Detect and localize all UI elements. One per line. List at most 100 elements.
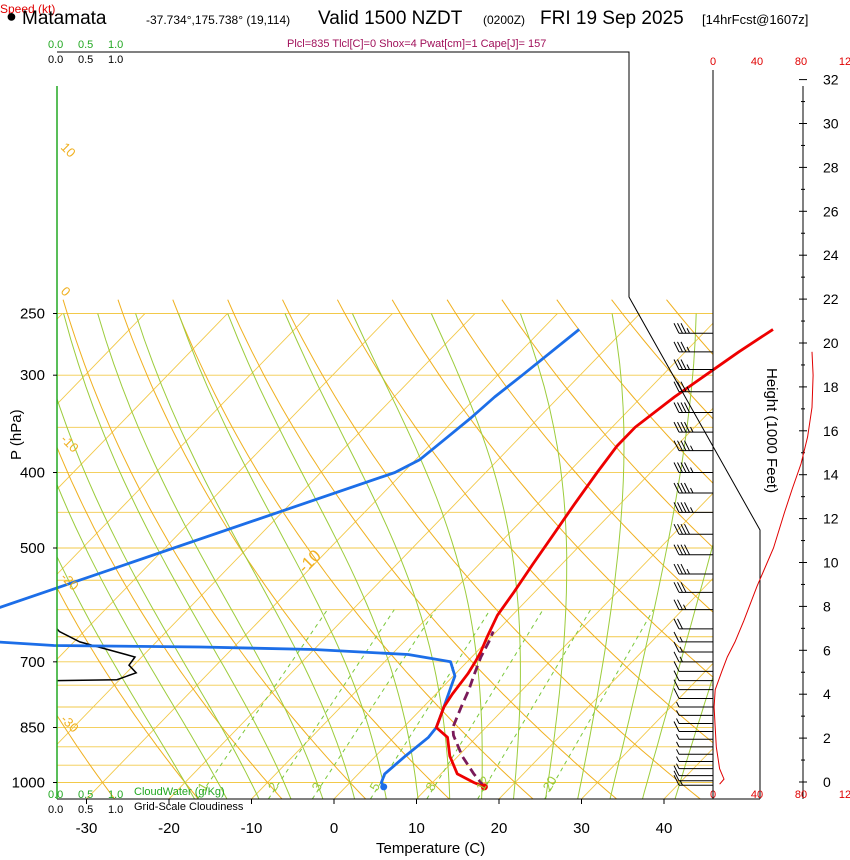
wind-barb-half (690, 426, 694, 433)
surface-temperature-marker (480, 783, 488, 791)
axes: -30 -20 -10 0 10 20 30 402503004005007008501000… (12, 39, 839, 837)
wind-barb-full (673, 631, 680, 643)
wind-barb-full (684, 421, 690, 433)
moist-adiabat-line (178, 313, 387, 799)
location-coordinates: -37.734°,175.738° (19,114) (146, 13, 291, 27)
wind-barb-full (677, 322, 683, 334)
isotherm-line (57, 313, 311, 575)
wind-barb-full (680, 402, 687, 413)
wind-speed-profile (713, 351, 814, 785)
wind-barb-half (676, 763, 680, 769)
height-tick-label: 22 (823, 291, 839, 307)
wind-barb-full (677, 482, 683, 494)
height-tick-label: 24 (823, 247, 839, 263)
x-tick-label: -20 (158, 820, 180, 837)
wind-barb-full (680, 544, 687, 555)
speed-tick-top: 0 (710, 56, 716, 68)
wind-barb-half (676, 710, 680, 716)
wind-barb-full (680, 582, 687, 593)
x-tick-label: -10 (241, 820, 263, 837)
speed-tick-top: 12 (839, 56, 850, 68)
wind-barb-full (673, 670, 680, 681)
surface-dewpoint-marker (380, 783, 388, 791)
location-title: Matamata (22, 8, 107, 29)
height-tick-label: 32 (823, 72, 839, 88)
isotherm-line (333, 407, 713, 799)
wind-barb-full (673, 544, 680, 555)
height-tick-label: 0 (823, 774, 831, 790)
wind-barb-full (673, 599, 680, 610)
cloudiness-tick-bottom: 0.0 (48, 804, 63, 816)
speed-tick-bottom: 12 (839, 789, 850, 801)
wind-barb-half (676, 718, 680, 724)
p-tick-label: 700 (20, 654, 45, 671)
wind-barb-full (673, 582, 680, 593)
mixing-ratio-label: 12 (473, 773, 493, 793)
moist-adiabat-line (227, 313, 419, 799)
dry-adiabat-label: -10 (294, 546, 325, 577)
wind-barb-full (680, 523, 687, 535)
mixing-ratio-label: 20 (540, 773, 560, 793)
x-axis-title: Temperature (C) (376, 840, 486, 857)
wind-barb-full (684, 523, 690, 535)
wind-barb-full (673, 774, 680, 786)
wind-barb-full (684, 482, 690, 494)
wind-barb-full (673, 482, 680, 494)
p-tick-label: 250 (20, 306, 45, 323)
wind-barb-full (680, 440, 687, 451)
moist-adiabat-line (57, 483, 228, 799)
isotherm-line (57, 313, 476, 746)
height-tick-label: 26 (823, 203, 839, 219)
p-tick-label: 400 (20, 465, 45, 482)
height-tick-label: 6 (823, 642, 831, 658)
moist-adiabat-line (519, 313, 568, 799)
dry-adiabat-line (666, 299, 713, 356)
mixing-ratio-line (544, 609, 654, 799)
x-tick-label: 20 (491, 820, 508, 837)
temperature-profile (434, 328, 774, 789)
wind-barb-full (673, 402, 680, 413)
height-tick-label: 18 (823, 379, 839, 395)
wind-barb-full (677, 462, 683, 473)
isotherm-line (57, 313, 393, 660)
wind-barb-full (673, 770, 680, 782)
wind-barb-half (676, 701, 680, 708)
isotherm-line (251, 322, 713, 799)
isotherm-line (57, 313, 146, 405)
wind-barb-full (677, 440, 683, 451)
wind-barb-half (679, 636, 683, 643)
wind-barb-half (686, 386, 690, 392)
speed-tick-top: 40 (751, 56, 763, 68)
wind-barb-full (673, 661, 680, 672)
wind-barb-full (673, 421, 680, 433)
cloudiness-profile (56, 628, 138, 682)
wind-barb-full (677, 544, 683, 555)
wind-barb-full (680, 322, 687, 334)
mixing-ratio-label: 8 (422, 780, 439, 794)
dry-adiabat-label: -20 (58, 570, 82, 594)
dry-adiabat-line (391, 299, 713, 678)
height-tick-label: 30 (823, 116, 839, 132)
wind-barb-full (680, 563, 687, 575)
wind-barb-half (686, 364, 690, 370)
p-tick-label: 850 (20, 720, 45, 737)
isotherm-line (168, 313, 641, 799)
wind-barb-half (676, 741, 680, 748)
wind-barb-full (677, 618, 683, 630)
cloudiness-legend: Grid-Scale Cloudiness (134, 801, 244, 813)
cloud-water-tick-bottom: 1.0 (108, 789, 123, 801)
wind-barb-full (677, 563, 683, 575)
dry-adiabat-line (501, 299, 713, 549)
height-tick-label: 2 (823, 730, 831, 746)
dry-adiabat-line (227, 299, 617, 799)
moist-adiabat-line (351, 313, 483, 799)
wind-barb-half (676, 756, 680, 762)
speed-tick-bottom: 80 (795, 789, 807, 801)
moist-adiabat-line (430, 313, 521, 799)
wind-barb-half (690, 445, 694, 451)
dry-adiabat-line (172, 299, 534, 799)
dry-adiabat-line (336, 299, 713, 744)
wind-barb-half (686, 568, 690, 575)
dry-adiabat-line (62, 299, 367, 799)
wind-barb-full (684, 440, 690, 451)
